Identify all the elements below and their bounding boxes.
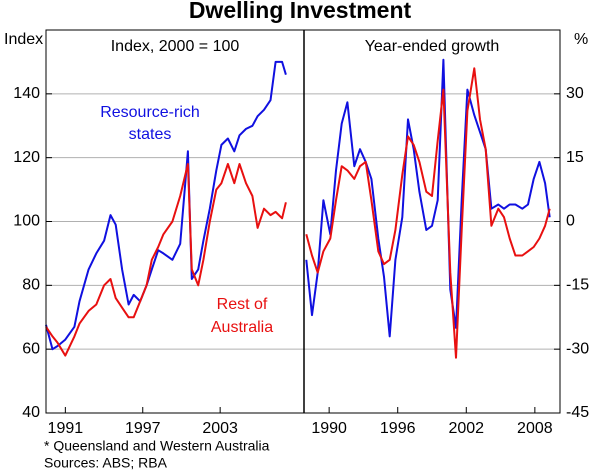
y-axis-label: % [574,31,588,48]
y-tick-label: 30 [566,85,584,102]
y-tick-label: -15 [566,277,589,294]
y-axis-label: Index [4,31,43,48]
series-label: states [129,126,172,143]
x-tick-label: 2002 [448,420,484,437]
x-tick-label: 1996 [380,420,416,437]
x-tick-label: 1990 [311,420,347,437]
y-tick-label: 0 [566,213,575,230]
x-tick-label: 2008 [517,420,553,437]
x-tick-label: 1991 [48,420,84,437]
chart-title: Dwelling Investment [189,0,412,23]
y-tick-label: 120 [13,149,40,166]
y-tick-label: 140 [13,85,40,102]
footnote: * Queensland and Western Australia [44,438,270,454]
y-tick-label: 40 [22,404,40,421]
series-line [45,163,287,357]
sources: Sources: ABS; RBA [44,455,168,471]
x-tick-label: 2003 [202,420,238,437]
y-tick-label: -30 [566,340,589,357]
panel-subtitle: Year-ended growth [365,38,500,55]
y-tick-label: 60 [22,340,40,357]
series-label: Rest of [217,296,268,313]
y-tick-label: 80 [22,277,40,294]
x-tick-label: 1997 [125,420,161,437]
y-tick-label: 100 [13,213,40,230]
series-label: Australia [211,319,273,336]
y-tick-label: 15 [566,149,584,166]
plot-frame [45,29,561,414]
series-line [305,67,551,359]
series-label: Resource-rich [100,104,200,121]
panel-subtitle: Index, 2000 = 100 [111,38,240,55]
y-tick-label: -45 [566,404,589,421]
series-line [45,60,287,351]
series-line [305,58,551,338]
